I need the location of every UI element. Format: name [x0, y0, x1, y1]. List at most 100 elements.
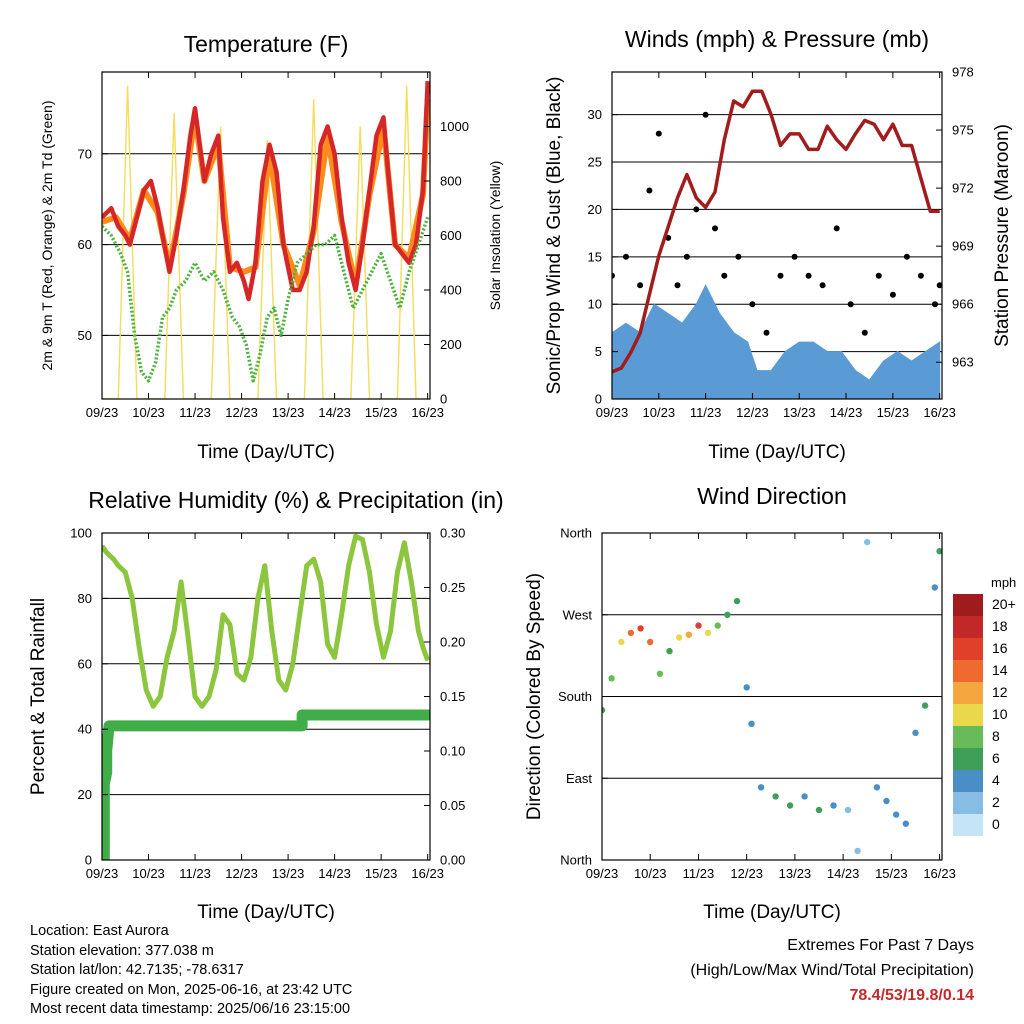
temp-2m-line [102, 81, 430, 302]
direction-point [931, 584, 938, 591]
direction-point [714, 622, 721, 629]
legend-label: 12 [992, 684, 1008, 700]
y2-tick-label: 400 [440, 283, 462, 298]
legend-label: 2 [992, 794, 1000, 810]
legend-swatch [953, 814, 983, 836]
legend-label: 8 [992, 728, 1000, 744]
x-axis-label: Time (Day/UTC) [197, 902, 335, 923]
y-tick-label: 0 [85, 853, 92, 868]
winds-panel: 09/23 10/23 11/23 12/23 13/23 14/23 15/23 16/23… [544, 26, 1013, 463]
gust-point [721, 272, 728, 279]
gust-point [875, 272, 882, 279]
legend-label: 18 [992, 618, 1008, 634]
gust-point [805, 272, 812, 279]
x-tick-label: 09/23 [86, 866, 119, 881]
gust-point [847, 301, 854, 308]
direction-point [902, 820, 909, 827]
y2-tick-label: 969 [952, 239, 974, 254]
gust-point [861, 329, 868, 336]
precipitation-line [102, 709, 430, 860]
y2-tick-label: 0.05 [440, 798, 465, 813]
plot-area [612, 89, 942, 399]
y-tick-label: North [560, 526, 592, 541]
solar-insolation-line [102, 85, 428, 399]
gust-point [646, 187, 653, 194]
y-tick-label: 0 [595, 392, 602, 407]
recent-data-text: Most recent data timestamp: 2025/06/16 2… [30, 1001, 351, 1018]
extremes-heading: Extremes For Past 7 Days [787, 937, 974, 954]
x-tick-label: 10/23 [634, 866, 667, 881]
x-tick-label: 16/23 [923, 405, 956, 420]
y-tick-label: 15 [588, 249, 602, 264]
y2-tick-label: 0.15 [440, 689, 465, 704]
x-axis-label: Time (Day/UTC) [708, 442, 846, 463]
x-tick-label: 13/23 [272, 405, 305, 420]
panel-title: Relative Humidity (%) & Precipitation (i… [88, 487, 503, 513]
x-tick-label: 11/23 [683, 866, 715, 881]
y2-tick-label: 0.30 [440, 526, 465, 541]
y-tick-label: West [563, 607, 593, 622]
x-tick-label: 09/23 [86, 405, 119, 420]
y-tick-label: 60 [78, 656, 92, 671]
gust-point [674, 282, 681, 289]
x-tick-label: 11/23 [690, 405, 722, 420]
gust-point [917, 272, 924, 279]
direction-point [647, 638, 654, 646]
legend-label: 16 [992, 640, 1008, 656]
plot-area [602, 538, 942, 855]
plot-area [102, 81, 430, 399]
x-tick-label: 09/23 [586, 866, 619, 881]
dewpoint-line [102, 216, 430, 383]
precipitation-point [102, 755, 108, 768]
plot-area [102, 533, 430, 860]
direction-point [724, 611, 731, 618]
gust-point [693, 206, 700, 213]
x-tick-label: 14/23 [318, 405, 351, 420]
y-tick-label: 5 [595, 344, 602, 359]
y-tick-label: 20 [588, 202, 602, 217]
x-tick-label: 12/23 [225, 405, 258, 420]
panel-title: Temperature (F) [184, 31, 349, 57]
x-axis-label: Time (Day/UTC) [703, 902, 841, 923]
legend-swatch [953, 660, 983, 682]
temperature-panel: 09/23 10/23 11/23 12/23 13/23 14/23 15/23 16/23… [39, 31, 503, 463]
direction-point [685, 631, 692, 638]
y2-tick-label: 0.10 [440, 744, 465, 759]
plot-border [101, 71, 431, 400]
legend-swatch [953, 726, 983, 748]
x-tick-label: 10/23 [132, 866, 165, 881]
humidity-panel: 09/23 10/23 11/23 12/23 13/23 14/23 15/23 16/23… [28, 487, 504, 923]
y2-tick-label: 200 [440, 337, 462, 352]
precipitation-point [102, 777, 108, 790]
y2-tick-label: 978 [952, 65, 974, 80]
y-tick-label: 70 [78, 146, 92, 161]
direction-point [801, 793, 808, 800]
gust-point [623, 253, 629, 260]
y2-tick-label: 0.20 [440, 635, 465, 650]
x-tick-label: 15/23 [877, 405, 910, 420]
gust-point [712, 225, 718, 232]
direction-point [656, 670, 664, 677]
latlon-text: Station lat/lon: 42.7135; -78.6317 [30, 962, 244, 979]
direction-point [602, 706, 606, 714]
pressure-line [612, 89, 940, 374]
gust-point [735, 253, 742, 260]
gust-point [637, 282, 644, 289]
direction-point [704, 629, 712, 637]
y2-axis-label: Solar Insolation (Yellow) [487, 161, 503, 311]
x-tick-label: 14/23 [318, 866, 351, 881]
elevation-text: Station elevation: 377.038 m [30, 942, 214, 959]
gust-point [903, 253, 910, 260]
legend-swatch [953, 770, 983, 792]
y-tick-label: 40 [78, 722, 92, 737]
legend-swatch [953, 616, 983, 638]
legend-title: mph [991, 575, 1016, 590]
gust-point [655, 130, 662, 137]
legend-label: 0 [992, 816, 1000, 832]
direction-point [733, 597, 741, 605]
x-tick-label: 13/23 [272, 866, 305, 881]
legend-label: 4 [992, 772, 1000, 788]
x-tick-label: 09/23 [596, 405, 629, 420]
x-tick-label: 11/23 [179, 866, 211, 881]
gust-point [777, 272, 784, 279]
